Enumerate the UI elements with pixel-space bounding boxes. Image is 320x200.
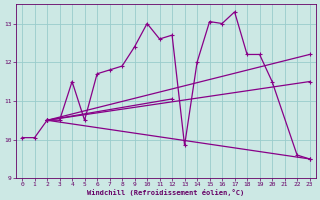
X-axis label: Windchill (Refroidissement éolien,°C): Windchill (Refroidissement éolien,°C) [87, 189, 244, 196]
